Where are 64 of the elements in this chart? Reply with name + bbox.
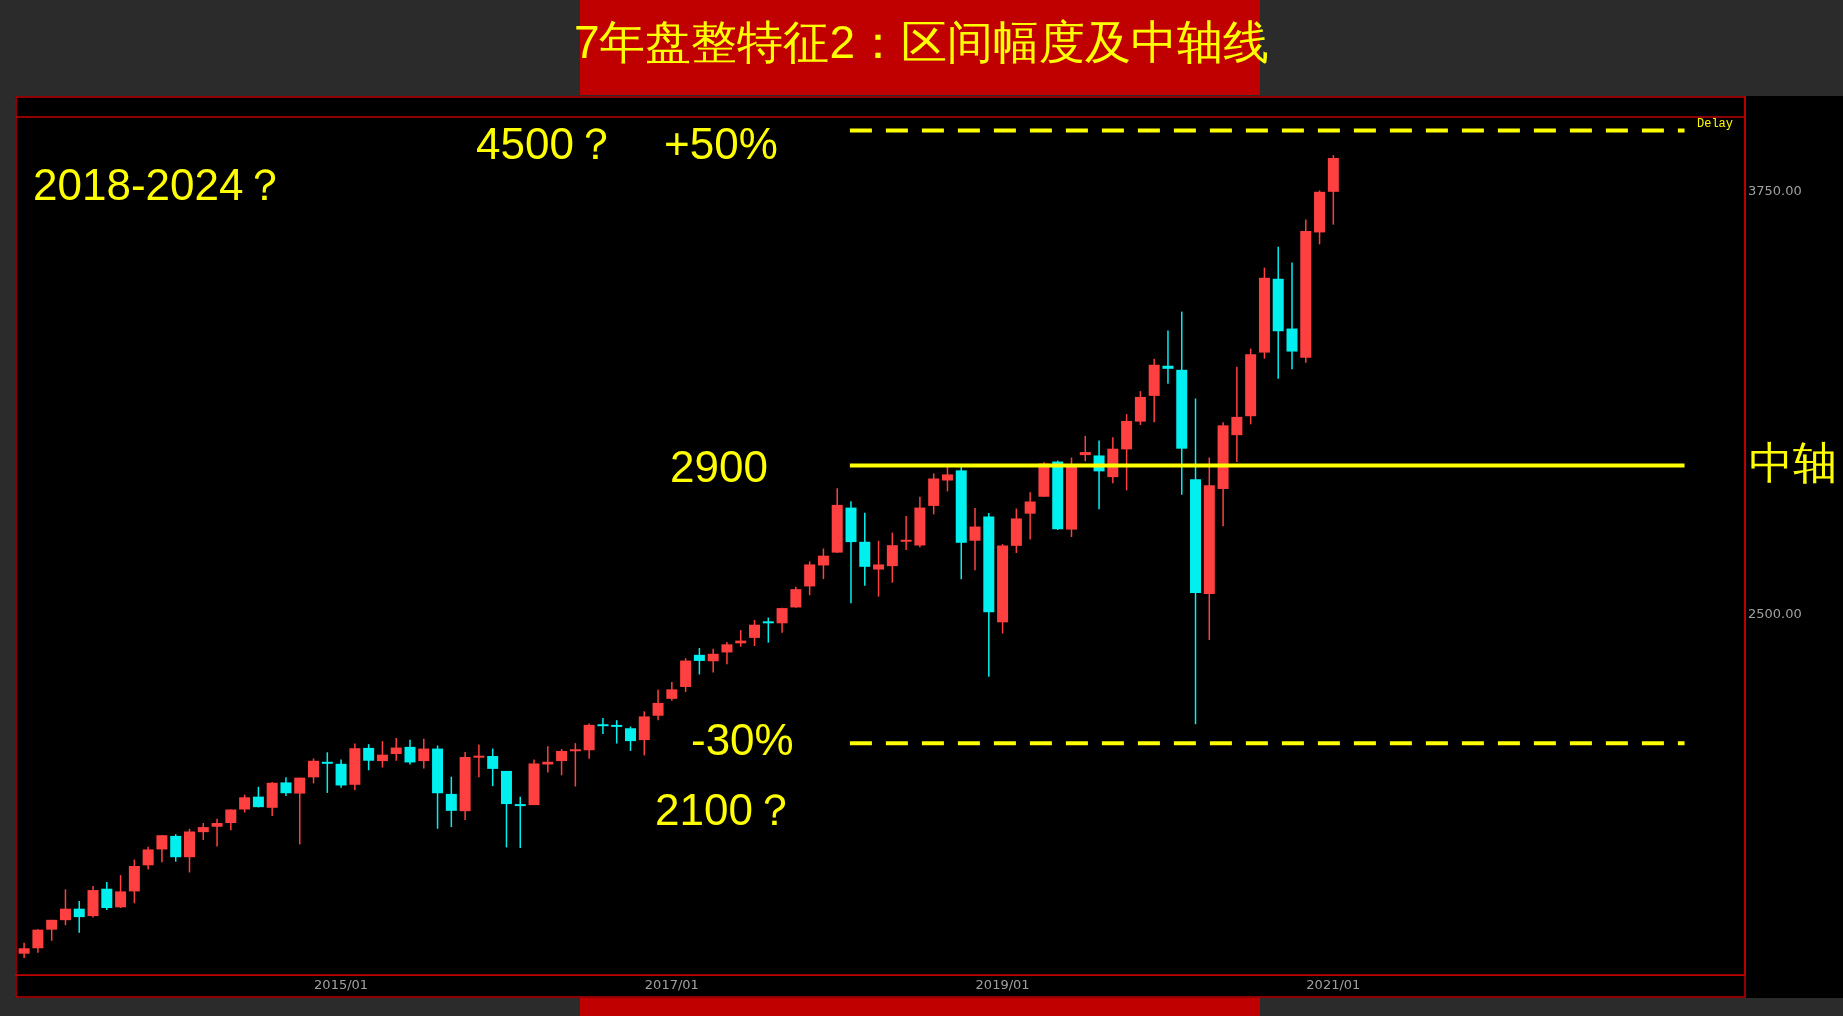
y-tick-label: 2500.00 (1748, 605, 1802, 621)
candlestick (115, 874, 127, 909)
candlestick (638, 710, 650, 757)
y-tick-label: 3750.00 (1748, 182, 1802, 198)
annotation: 2100？ (655, 785, 797, 835)
candlestick (156, 834, 168, 864)
x-tick-label: 2021/01 (1306, 977, 1361, 993)
candlestick (749, 619, 761, 647)
candlestick (776, 607, 788, 634)
annotation: 4500？ (476, 119, 618, 169)
candlestick (211, 817, 223, 848)
candlestick (445, 775, 457, 828)
candlestick (514, 795, 526, 849)
candlestick (900, 515, 912, 551)
candlestick (624, 725, 636, 752)
candlestick (1231, 366, 1243, 463)
candlestick (693, 647, 705, 676)
x-tick-label: 2015/01 (314, 977, 369, 993)
candlestick (376, 740, 388, 769)
candlestick (666, 681, 678, 702)
candlestick (170, 833, 182, 863)
candlestick (294, 776, 306, 846)
candlestick (418, 738, 430, 770)
candlestick (390, 737, 402, 762)
candlestick (804, 560, 816, 596)
candlestick (707, 647, 719, 674)
candlestick (969, 507, 981, 571)
candlestick (1079, 435, 1091, 462)
candlestick (1024, 491, 1036, 541)
candlestick (101, 881, 113, 911)
candlestick (487, 747, 499, 787)
annotation: +50% (664, 119, 778, 169)
x-tick-label: 2017/01 (644, 977, 699, 993)
candlestick (473, 743, 485, 779)
x-tick-label: 2019/01 (975, 977, 1030, 993)
candlestick (404, 739, 416, 766)
candlestick (280, 776, 292, 797)
candlestick (873, 540, 885, 598)
candlestick (321, 751, 333, 794)
candlestick (1162, 329, 1174, 385)
candlestick (569, 742, 581, 788)
candlestick (225, 808, 237, 831)
annotation: 2900 (670, 442, 768, 492)
candlestick (790, 586, 802, 609)
candlestick (335, 758, 347, 789)
candlestick (652, 688, 664, 721)
annotation: Delay (1697, 117, 1734, 132)
candlestick (1286, 261, 1298, 370)
annotation: -30% (691, 715, 794, 765)
candlestick (73, 900, 85, 934)
candlestick (32, 928, 44, 954)
candlestick (762, 616, 774, 644)
candlestick (597, 717, 609, 735)
candlestick (817, 547, 829, 580)
ref-line-label: 中轴 (1749, 437, 1837, 487)
candlestick (363, 743, 375, 771)
candlestick (721, 641, 733, 666)
candlestick (308, 757, 320, 785)
candlestick (59, 888, 71, 926)
candlestick (142, 845, 154, 871)
candlestick (556, 748, 568, 777)
candlestick (886, 531, 898, 584)
annotation: 2018-2024？ (33, 160, 288, 210)
candlestick (611, 719, 623, 745)
